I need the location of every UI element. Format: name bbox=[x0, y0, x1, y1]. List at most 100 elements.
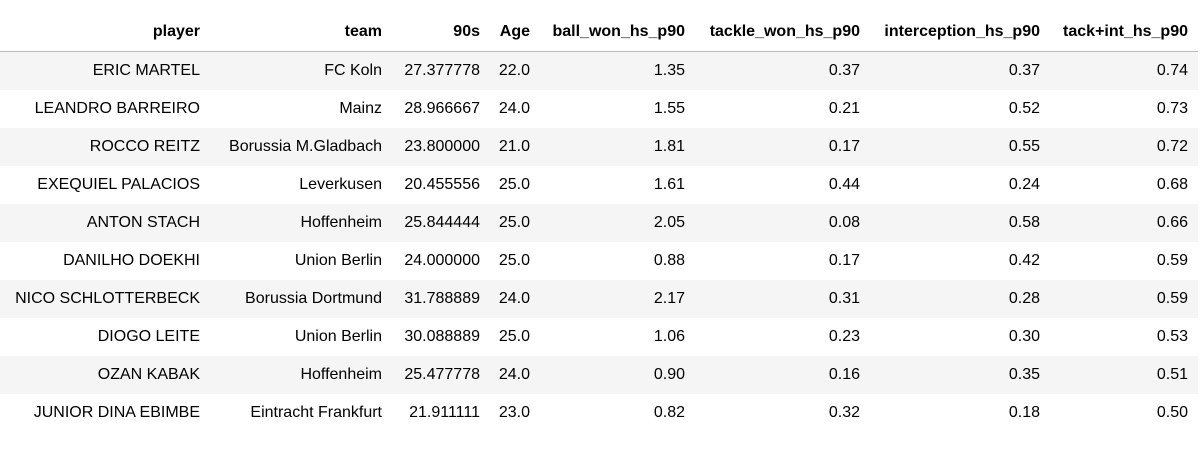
table-cell: Union Berlin bbox=[294, 252, 382, 269]
table-cell: 0.52 bbox=[1008, 100, 1040, 117]
table-cell: 0.18 bbox=[1008, 404, 1040, 421]
column-header: Age bbox=[490, 13, 540, 52]
table-cell: ERIC MARTEL bbox=[92, 62, 200, 79]
table-cell: 0.30 bbox=[1008, 328, 1040, 345]
table-cell: JUNIOR DINA EBIMBE bbox=[33, 404, 200, 421]
table-cell: 25.0 bbox=[498, 252, 530, 269]
column-header: interception_hs_p90 bbox=[870, 13, 1050, 52]
table-cell: ROCCO REITZ bbox=[89, 138, 200, 155]
table-cell: 2.05 bbox=[653, 214, 685, 231]
table-cell: EXEQUIEL PALACIOS bbox=[37, 176, 200, 193]
table-cell: 25.0 bbox=[498, 214, 530, 231]
table-row: JUNIOR DINA EBIMBE Eintracht Frankfurt 21.… bbox=[0, 394, 1198, 432]
table-cell: DIOGO LEITE bbox=[97, 328, 200, 345]
table-cell: Borussia M.Gladbach bbox=[229, 138, 382, 155]
header-row: player team 90s Age ball_won_hs_p90 tackle_wo… bbox=[0, 13, 1198, 52]
table-cell: 0.37 bbox=[828, 62, 860, 79]
table-cell: Leverkusen bbox=[299, 176, 382, 193]
table-row: EXEQUIEL PALACIOS Leverkusen 20.455556 25.0… bbox=[0, 166, 1198, 204]
table-cell: 0.08 bbox=[828, 214, 860, 231]
table-row: DIOGO LEITE Union Berlin 30.088889 25.0 1.06… bbox=[0, 318, 1198, 356]
table-cell: Eintracht Frankfurt bbox=[250, 404, 382, 421]
table-cell: 23.800000 bbox=[404, 138, 480, 155]
table-cell: 25.0 bbox=[498, 328, 530, 345]
table-cell: 1.61 bbox=[653, 176, 685, 193]
table-cell: OZAN KABAK bbox=[97, 366, 200, 383]
table-cell: 0.31 bbox=[828, 290, 860, 307]
page: {"table": { "columns": ["player", "team"… bbox=[0, 13, 1200, 454]
table-cell: 2.17 bbox=[653, 290, 685, 307]
table-cell: 0.55 bbox=[1008, 138, 1040, 155]
table-cell: 0.53 bbox=[1156, 328, 1188, 345]
table-cell: 22.0 bbox=[498, 62, 530, 79]
table-cell: 1.55 bbox=[653, 100, 685, 117]
table-cell: 0.74 bbox=[1156, 62, 1188, 79]
table-cell: 0.28 bbox=[1008, 290, 1040, 307]
table-cell: 21.911111 bbox=[409, 404, 480, 421]
table-cell: 30.088889 bbox=[404, 328, 480, 345]
table-cell: 25.477778 bbox=[404, 366, 480, 383]
table-cell: Hoffenheim bbox=[300, 214, 382, 231]
table-cell: 24.0 bbox=[498, 290, 530, 307]
table-cell: Hoffenheim bbox=[300, 366, 382, 383]
table-row: ERIC MARTEL FC Koln 27.377778 22.0 1.35 0.37 0… bbox=[0, 51, 1198, 90]
table-row: ROCCO REITZ Borussia M.Gladbach 23.800000 2… bbox=[0, 128, 1198, 166]
table-cell: 24.000000 bbox=[404, 252, 480, 269]
table-cell: 0.37 bbox=[1008, 62, 1040, 79]
table-cell: Union Berlin bbox=[294, 328, 382, 345]
column-header: tack+int_hs_p90 bbox=[1050, 13, 1198, 52]
table-cell: Mainz bbox=[339, 100, 382, 117]
table-cell: 0.73 bbox=[1156, 100, 1188, 117]
table-cell: 21.0 bbox=[498, 138, 530, 155]
table-cell: DANILHO DOEKHI bbox=[63, 252, 200, 269]
table-cell: 25.0 bbox=[498, 176, 530, 193]
table-cell: FC Koln bbox=[324, 62, 382, 79]
table-cell: 0.66 bbox=[1156, 214, 1188, 231]
table-cell: 0.21 bbox=[828, 100, 860, 117]
table-cell: LEANDRO BARREIRO bbox=[34, 100, 200, 117]
table-row: OZAN KABAK Hoffenheim 25.477778 24.0 0.90 0.1… bbox=[0, 356, 1198, 394]
column-header: team bbox=[210, 13, 392, 52]
table-cell: 0.90 bbox=[653, 366, 685, 383]
table-cell: 1.35 bbox=[653, 62, 685, 79]
column-header: ball_won_hs_p90 bbox=[540, 13, 695, 52]
table-body: ERIC MARTEL FC Koln 27.377778 22.0 1.35 0.37 0… bbox=[0, 51, 1198, 433]
table-cell: 0.58 bbox=[1008, 214, 1040, 231]
table-cell: 0.17 bbox=[828, 138, 860, 155]
table-cell: 0.32 bbox=[828, 404, 860, 421]
table-cell: 0.17 bbox=[828, 252, 860, 269]
table-cell: 0.50 bbox=[1156, 404, 1188, 421]
table-row: NICO SCHLOTTERBECK Borussia Dortmund 31.78… bbox=[0, 280, 1198, 318]
table-cell: 24.0 bbox=[498, 100, 530, 117]
table-cell: 0.59 bbox=[1156, 290, 1188, 307]
data-table: player team 90s Age ball_won_hs_p90 tackle_wo… bbox=[0, 13, 1198, 432]
table-cell: 0.72 bbox=[1156, 138, 1188, 155]
table-cell: 0.42 bbox=[1008, 252, 1040, 269]
table-cell: 0.24 bbox=[1008, 176, 1040, 193]
table-cell: 0.68 bbox=[1156, 176, 1188, 193]
column-header: player bbox=[0, 13, 210, 52]
table-cell: 0.23 bbox=[828, 328, 860, 345]
table-row: DANILHO DOEKHI Union Berlin 24.000000 25.0 0… bbox=[0, 242, 1198, 280]
table-cell: NICO SCHLOTTERBECK bbox=[15, 290, 200, 307]
table-cell: 1.06 bbox=[653, 328, 685, 345]
table-cell: 25.844444 bbox=[404, 214, 480, 231]
table-cell: 0.51 bbox=[1156, 366, 1188, 383]
table-cell: 24.0 bbox=[498, 366, 530, 383]
table-row: ANTON STACH Hoffenheim 25.844444 25.0 2.05 0.… bbox=[0, 204, 1198, 242]
table-cell: 31.788889 bbox=[404, 290, 480, 307]
table-cell: ANTON STACH bbox=[86, 214, 200, 231]
column-header: 90s bbox=[392, 13, 490, 52]
table-cell: 0.44 bbox=[828, 176, 860, 193]
table-cell: Borussia Dortmund bbox=[245, 290, 382, 307]
table-cell: 1.81 bbox=[653, 138, 685, 155]
table-row: LEANDRO BARREIRO Mainz 28.966667 24.0 1.55 0.… bbox=[0, 90, 1198, 128]
column-header: tackle_won_hs_p90 bbox=[695, 13, 870, 52]
table-cell: 0.59 bbox=[1156, 252, 1188, 269]
table-cell: 23.0 bbox=[498, 404, 530, 421]
table-cell: 0.88 bbox=[653, 252, 685, 269]
table-cell: 0.35 bbox=[1008, 366, 1040, 383]
table-cell: 20.455556 bbox=[404, 176, 480, 193]
table-cell: 0.82 bbox=[653, 404, 685, 421]
table-cell: 27.377778 bbox=[404, 62, 480, 79]
